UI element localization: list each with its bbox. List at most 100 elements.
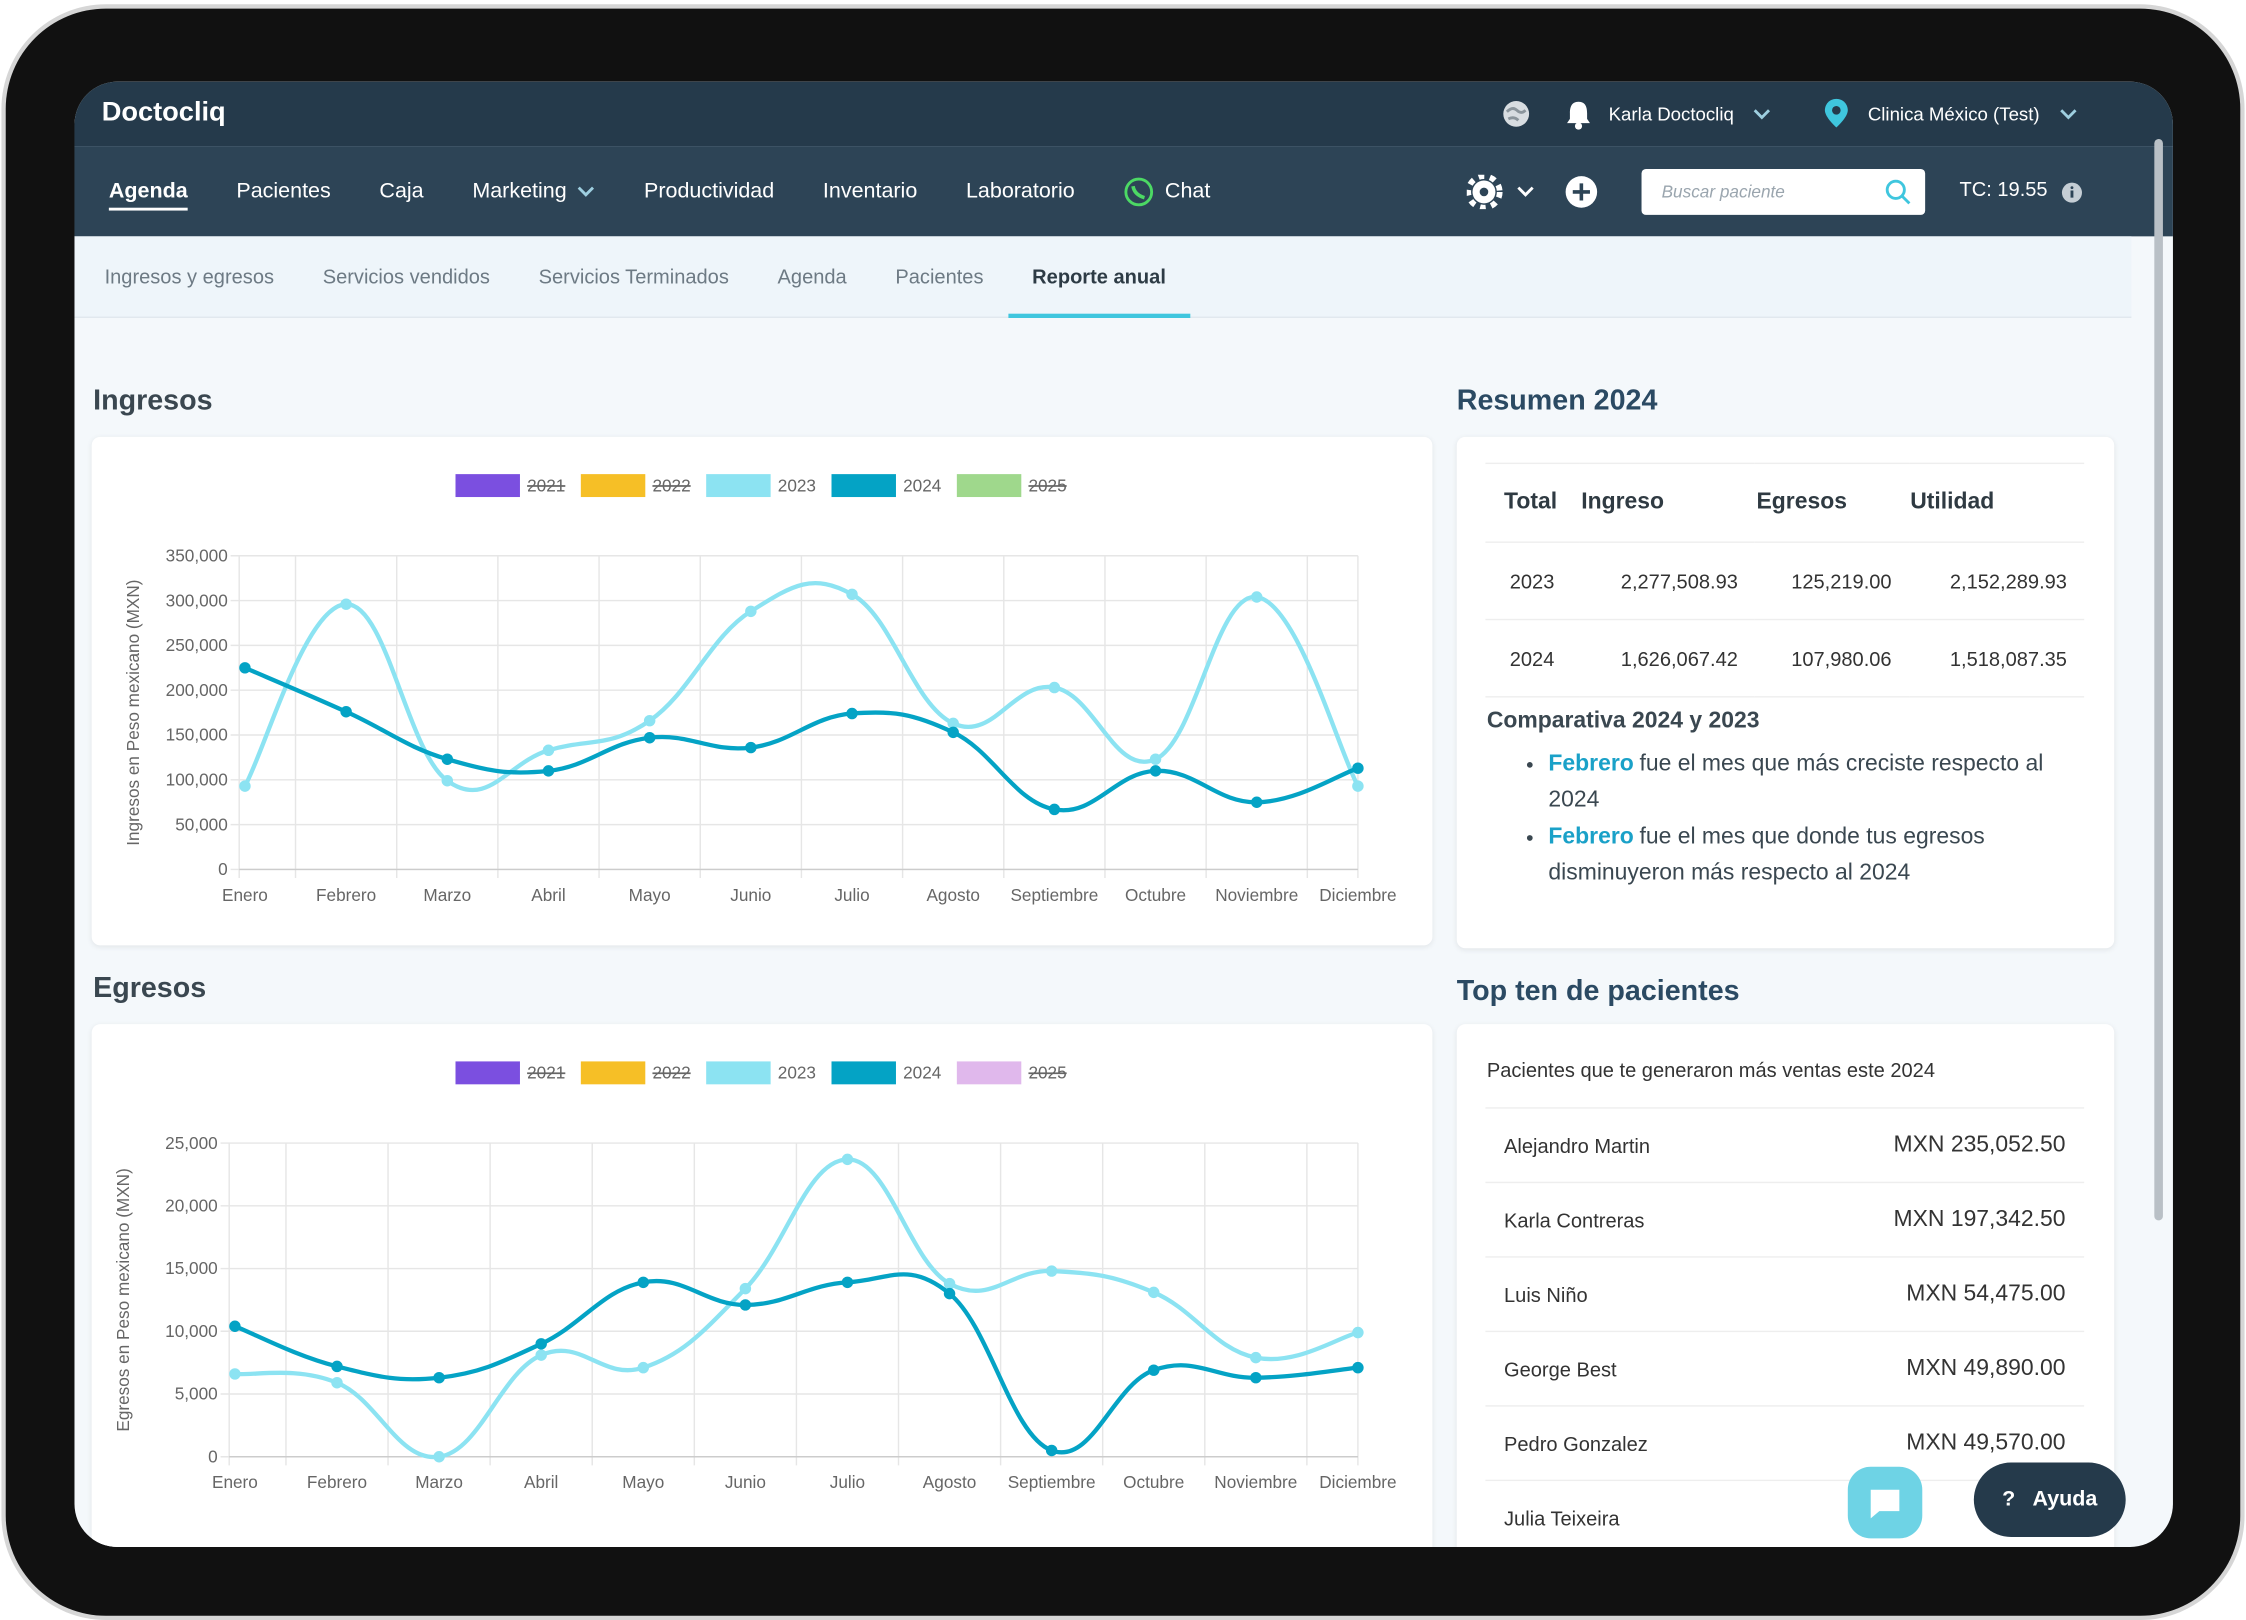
table-cell: 2,277,508.93 [1579,542,1756,621]
series-line [244,665,1359,813]
data-point [542,765,555,777]
section-title: Egresos [93,972,207,1005]
user-name[interactable]: Karla Doctocliq [1608,103,1734,125]
data-point [841,1153,854,1166]
nav-label: Laboratorio [965,179,1075,204]
data-point [745,741,757,754]
patient-row: George Best MXN 49,890.00 [1485,1330,2085,1405]
data-point [1352,1326,1364,1339]
data-point [1352,1361,1364,1374]
settings-icon[interactable] [1466,174,1539,210]
comparison-month: Febrero [1548,825,1634,850]
info-icon[interactable] [2061,182,2082,203]
x-tick-label: Octubre [1123,1472,1184,1492]
brand[interactable]: Doctocliq [101,97,226,128]
legend-label: 2024 [903,475,942,495]
icon-shape [1124,176,1154,206]
tab[interactable]: Servicios vendidos [322,264,490,288]
top-bar: Doctocliq Karla Doctocliq Clinica México… [74,81,2173,147]
icon-shape [1131,185,1146,199]
chat-icon [1870,1489,1900,1519]
data-point [229,1368,241,1380]
patient-row: Alejandro Martin MXN 235,052.50 [1485,1107,2085,1181]
nav-label: Caja [379,179,424,204]
data-point [943,1287,956,1300]
tab[interactable]: Ingresos y egresos [104,264,275,288]
clinic-name[interactable]: Clinica México (Test) [1867,103,2040,125]
chevron[interactable] [2060,107,2077,121]
nav-label: Marketing [472,179,567,204]
chat-button[interactable] [1847,1466,1923,1539]
location-icon[interactable] [1823,97,1849,129]
patient-amount: MXN 235,052.50 [1893,1132,2066,1157]
language-icon[interactable] [1501,99,1531,129]
nav-item[interactable]: Pacientes [212,179,355,203]
table-cell: 1,626,067.42 [1579,619,1756,698]
comparison-month: Febrero [1548,752,1634,777]
legend-label: 2022 [652,1063,690,1083]
x-tick-label: Julio [830,1472,865,1492]
x-tick-label: Mayo [629,885,671,905]
legend-swatch [706,474,771,498]
x-tick-label: Octubre [1125,885,1186,905]
data-point [643,731,656,744]
y-tick-label: 5,000 [175,1384,218,1404]
data-point [340,598,352,610]
data-point [637,1276,650,1289]
legend-swatch [831,1061,896,1085]
nav-item[interactable]: Chat [1099,175,1235,207]
y-tick-label: 50,000 [175,814,228,834]
nav-item[interactable]: Agenda [85,179,213,203]
data-point [1045,1444,1058,1457]
data-point [739,1282,752,1295]
data-point [637,1361,650,1374]
bell-icon[interactable] [1564,99,1593,131]
data-point [1352,762,1364,774]
legend-label: 2021 [527,475,565,495]
patient-amount: MXN 49,890.00 [1906,1355,2066,1381]
data-point [1048,803,1061,816]
y-tick-label: 300,000 [166,590,228,610]
tab[interactable]: Pacientes [895,264,984,288]
nav-item[interactable]: Productividad [620,179,799,203]
section-title: Ingresos [93,385,213,417]
data-point [1250,1351,1262,1364]
legend-swatch [580,474,646,498]
x-tick-label: Julio [834,885,869,905]
nav-item[interactable]: Laboratorio [942,179,1099,203]
search-input[interactable]: Buscar paciente [1641,169,1926,215]
tab[interactable]: Servicios Terminados [538,264,729,288]
table-cell: 1,518,087.35 [1908,619,2085,698]
nav-item[interactable]: Caja [355,179,448,203]
x-tick-label: Diciembre [1319,885,1396,905]
y-tick-label: 15,000 [165,1258,218,1278]
y-tick-label: 10,000 [165,1321,218,1341]
data-point [1149,765,1162,777]
data-point [846,588,858,601]
data-point [846,707,858,720]
data-point [1251,591,1263,603]
resumen-card: Total Ingreso Egresos Utilidad 2023 2,277,508… [1456,436,2115,949]
nav-item[interactable]: Inventario [799,179,942,203]
x-tick-label: Junio [725,1472,766,1492]
patient-name: Karla Contreras [1504,1208,1645,1232]
tab[interactable]: Agenda [777,264,847,288]
help-button[interactable]: ? Ayuda [1973,1462,2126,1537]
data-point [643,714,656,727]
nav-item[interactable]: Marketing [448,179,620,203]
patient-name: Alejandro Martin [1504,1133,1651,1157]
chevron[interactable] [1753,107,1771,121]
table-header-row: Total Ingreso Egresos Utilidad [1485,462,2085,543]
search-icon[interactable] [1885,179,1911,205]
legend-label: 2021 [527,1063,565,1083]
table-cell: 2,152,289.93 [1908,542,2085,621]
comparison-text: fue el mes que más creciste respecto al … [1548,752,2044,813]
data-point [1251,796,1263,808]
x-tick-label: Noviembre [1214,1472,1297,1492]
add-icon[interactable] [1564,175,1598,209]
data-point [1048,681,1061,694]
tab[interactable]: Reporte anual [1007,236,1191,318]
data-point [433,1451,445,1463]
summary-table: Total Ingreso Egresos Utilidad 2023 2,277,508… [1485,462,2085,698]
